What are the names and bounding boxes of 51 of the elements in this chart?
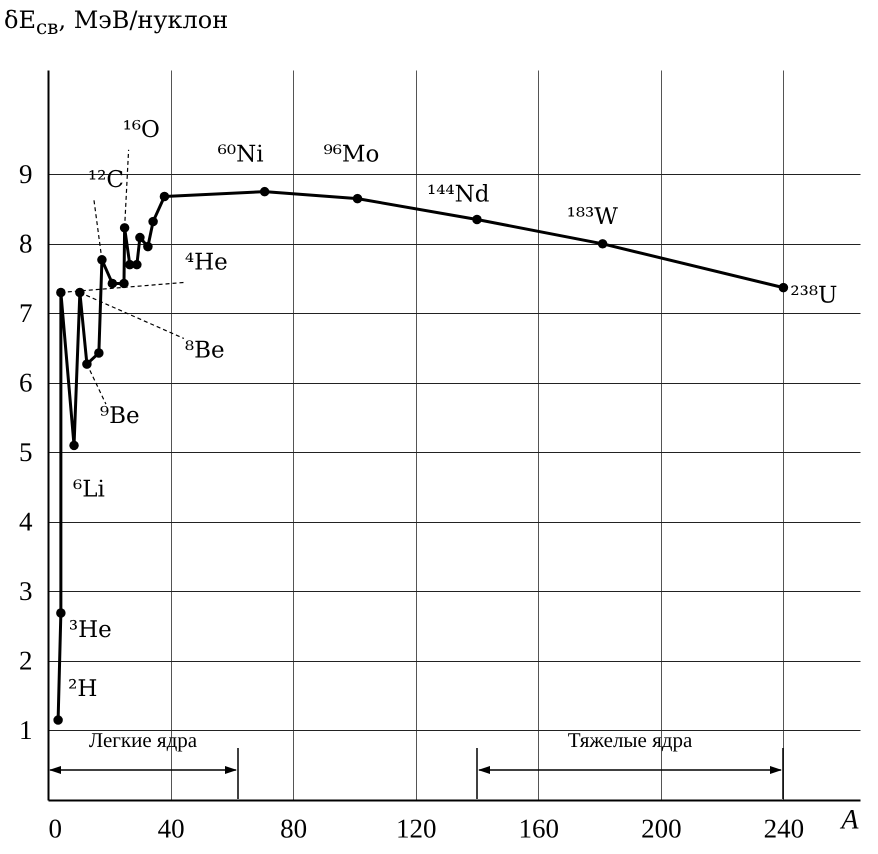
point [119, 278, 129, 288]
annotation: ⁹⁶Mo [323, 142, 380, 168]
annotation: ⁸Be [184, 337, 225, 364]
y-tick-label: 4 [19, 506, 33, 536]
point [108, 278, 118, 288]
annotation: ¹²C [88, 166, 124, 193]
point [143, 242, 153, 252]
point [260, 186, 270, 196]
point [97, 255, 107, 265]
annotation: ⁹Be [100, 403, 140, 430]
point [56, 288, 66, 298]
x-tick-label: 80 [280, 814, 308, 844]
annotation: ²³⁸U [790, 282, 838, 309]
point [598, 239, 608, 249]
annotation: ²H [68, 676, 98, 702]
point [56, 608, 66, 618]
point [82, 359, 92, 369]
annotation: ³He [68, 616, 112, 643]
point [69, 440, 79, 450]
y-tick-label: 8 [19, 228, 32, 258]
x-tick-label: 240 [764, 814, 804, 844]
y-tick-label: 9 [19, 158, 32, 189]
point [160, 192, 170, 202]
y-tick-label: 2 [19, 645, 32, 676]
point [53, 715, 63, 725]
annotation: ¹⁴⁴Nd [426, 181, 490, 208]
y-tick-label: 5 [19, 436, 32, 467]
y-axis-title: δE$_{св}$, МэВ/нуклон [4, 6, 228, 39]
point [472, 214, 482, 224]
annotation: ¹⁶O [122, 116, 160, 143]
annotation: ¹⁸³W [566, 204, 618, 230]
point [132, 260, 142, 270]
x-tick-label: 0 [48, 814, 62, 844]
point [352, 194, 362, 204]
x-axis-title: A [839, 804, 860, 836]
point [120, 223, 130, 233]
point [94, 348, 104, 358]
point [778, 282, 788, 292]
annotation: ⁶⁰Ni [218, 142, 264, 168]
annotation: ⁶Li [73, 476, 105, 502]
y-tick-label: 3 [19, 576, 32, 606]
annotation: ⁴He [184, 249, 228, 276]
y-tick-label: 1 [19, 714, 32, 745]
y-tick-label: 7 [19, 298, 32, 328]
x-tick-label: 160 [518, 814, 560, 844]
point [135, 232, 145, 242]
x-tick-label: 200 [641, 814, 682, 844]
x-tick-label: 40 [158, 814, 185, 844]
point [148, 216, 158, 226]
x-tick-label: 120 [396, 814, 436, 844]
y-tick-label: 6 [19, 367, 32, 398]
